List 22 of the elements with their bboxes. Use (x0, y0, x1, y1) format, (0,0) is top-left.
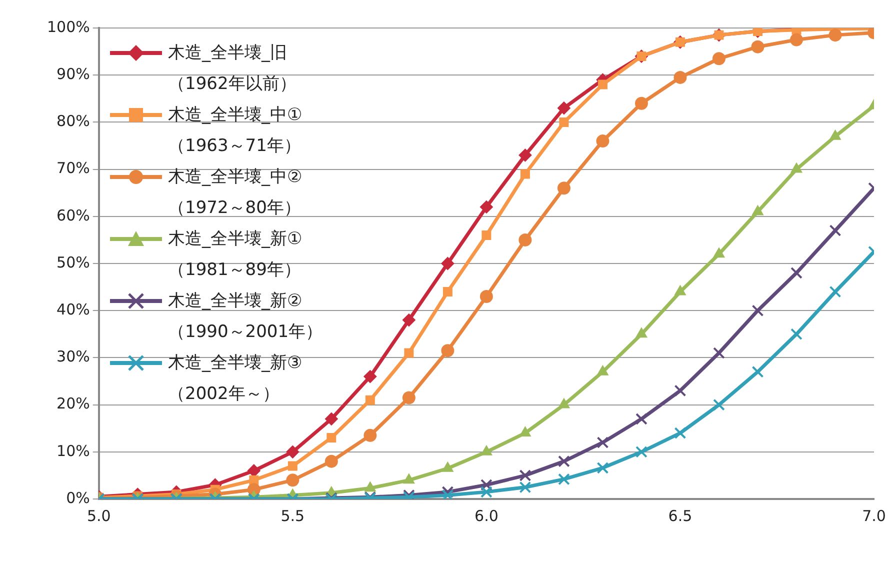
y-tick-label: 60% (56, 206, 90, 224)
legend-label: 木造_全半壊_中②（1972～80年） (168, 166, 304, 220)
x-tick-label: 5.5 (280, 506, 305, 525)
x-tick-label: 7.0 (862, 506, 886, 525)
x-tick-label: 6.0 (474, 506, 498, 525)
x-tick-label: 6.5 (668, 506, 692, 525)
y-tick-label: 20% (56, 394, 90, 413)
y-tick-label: 50% (56, 253, 90, 272)
legend-label: 木造_全半壊_新③（2002年～） (168, 352, 304, 406)
y-tick-label: 40% (56, 300, 90, 318)
legend-label: 木造_全半壊_新①（1981～89年） (168, 228, 304, 282)
x-tick-label: 5.0 (86, 506, 111, 525)
y-tick-label: 0% (66, 488, 90, 507)
legend-label: 木造_全半壊_新②（1990～2001年） (168, 290, 324, 344)
legend-label: 木造_全半壊_旧（1962年以前） (168, 42, 298, 96)
y-tick-label: 90% (56, 64, 90, 83)
y-tick-label: 70% (56, 159, 90, 178)
y-tick-label: 10% (56, 442, 90, 460)
y-tick-label: 80% (56, 112, 90, 130)
y-tick-label: 100% (46, 18, 90, 36)
y-tick-label: 30% (56, 348, 90, 366)
legend-label: 木造_全半壊_中①（1963～71年） (168, 104, 304, 158)
